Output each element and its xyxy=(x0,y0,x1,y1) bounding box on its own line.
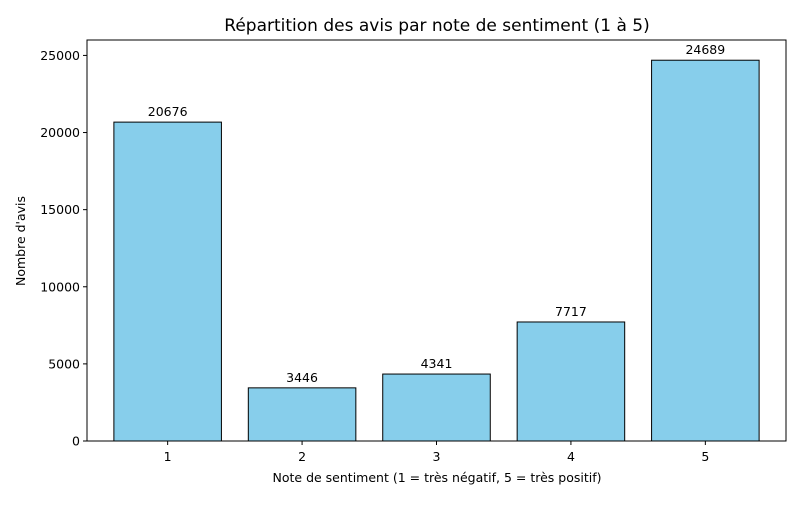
data-label-3: 4341 xyxy=(421,356,453,371)
bar-5 xyxy=(651,59,760,442)
y-tick-label-5000: 5000 xyxy=(48,356,80,371)
bar-2 xyxy=(247,387,357,442)
y-tick-label-20000: 20000 xyxy=(40,125,80,140)
y-tick-label-10000: 10000 xyxy=(40,279,80,294)
x-tick-label-2: 2 xyxy=(298,449,306,464)
data-label-4: 7717 xyxy=(555,304,587,319)
bar-4 xyxy=(516,321,626,442)
y-tick-label-25000: 25000 xyxy=(40,48,80,63)
plot-frame xyxy=(86,39,787,442)
data-label-1: 20676 xyxy=(148,104,188,119)
y-axis-label: Nombre d'avis xyxy=(13,196,28,286)
x-axis: 1 2 3 4 5 xyxy=(164,441,709,464)
data-labels-group: 20676 3446 4341 7717 24689 xyxy=(148,42,726,385)
x-tick-label-5: 5 xyxy=(701,449,709,464)
data-label-5: 24689 xyxy=(685,42,725,57)
data-label-2: 3446 xyxy=(286,370,318,385)
y-tick-label-15000: 15000 xyxy=(40,202,80,217)
chart-title: Répartition des avis par note de sentime… xyxy=(224,16,649,36)
x-axis-label: Note de sentiment (1 = très négatif, 5 =… xyxy=(273,470,602,485)
x-tick-label-3: 3 xyxy=(433,449,441,464)
bars-group xyxy=(113,59,760,442)
bar-3 xyxy=(382,373,491,442)
y-axis: 0 5000 10000 15000 20000 25000 xyxy=(40,48,87,449)
y-tick-label-0: 0 xyxy=(72,434,80,449)
bar-1 xyxy=(113,121,222,442)
x-tick-label-4: 4 xyxy=(567,449,575,464)
x-tick-label-1: 1 xyxy=(164,449,172,464)
